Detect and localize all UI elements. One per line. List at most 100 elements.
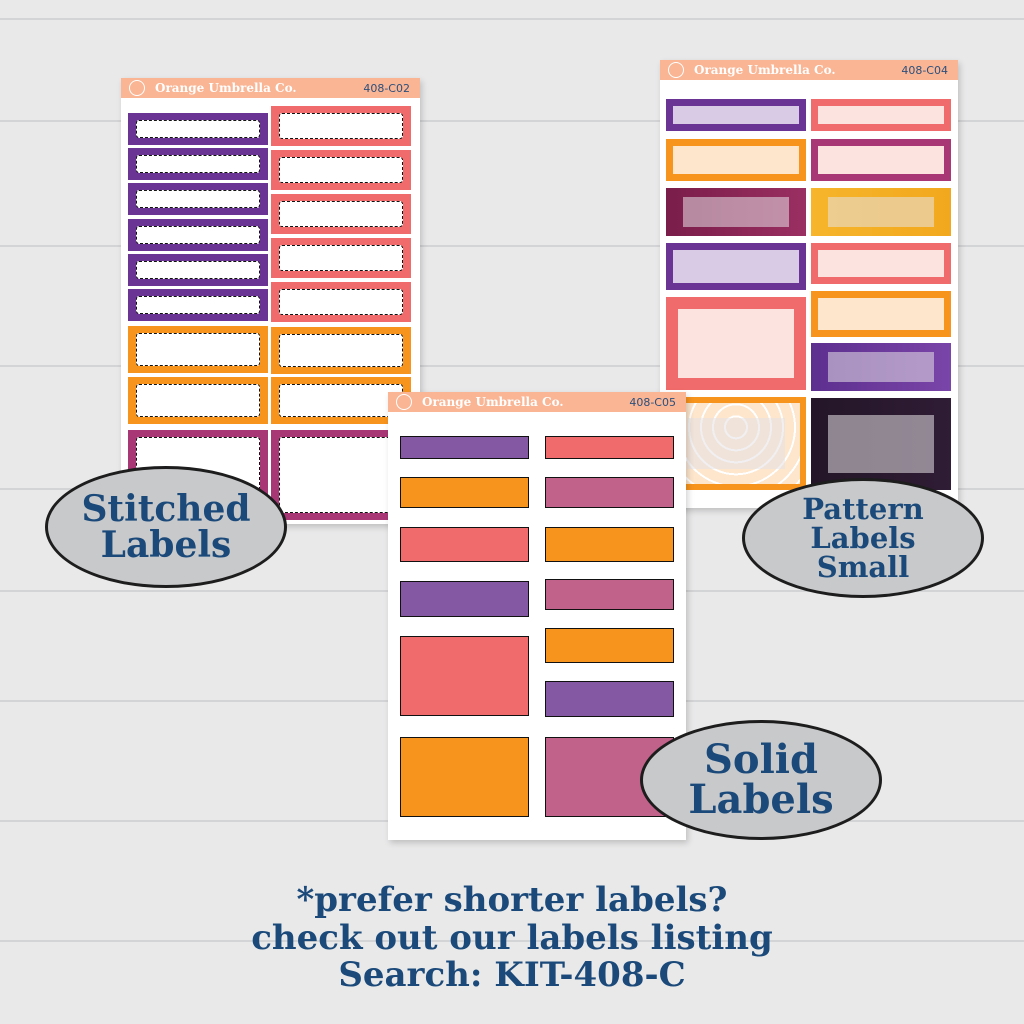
framed-label-sticker bbox=[666, 139, 806, 181]
umbrella-logo-icon bbox=[396, 394, 412, 410]
solid-labels-badge: Solid Labels bbox=[640, 720, 882, 840]
badge-line: Stitched bbox=[81, 488, 251, 530]
sheet-header: Orange Umbrella Co. 408-C02 bbox=[121, 78, 420, 98]
framed-label-sticker bbox=[811, 291, 951, 337]
writing-area bbox=[279, 113, 403, 139]
writing-area bbox=[136, 120, 260, 138]
stitched-label-sticker bbox=[271, 377, 411, 424]
plank-line bbox=[0, 18, 1024, 20]
stitched-label-sticker bbox=[128, 254, 268, 286]
solid-label-sticker bbox=[545, 628, 674, 663]
framed-label-sticker bbox=[666, 99, 806, 131]
sheet-408-c02: Orange Umbrella Co. 408-C02 bbox=[121, 78, 420, 524]
brand-name: Orange Umbrella Co. bbox=[694, 63, 836, 77]
writing-area bbox=[818, 250, 944, 277]
writing-area bbox=[279, 157, 403, 183]
writing-area bbox=[678, 309, 794, 378]
sheet-408-c05: Orange Umbrella Co. 408-C05 bbox=[388, 392, 686, 840]
sheet-code: 408-C04 bbox=[901, 64, 948, 77]
stitched-label-sticker bbox=[128, 377, 268, 424]
stitched-label-sticker bbox=[128, 113, 268, 145]
solid-label-sticker bbox=[400, 527, 529, 562]
badge-line: Labels bbox=[810, 520, 916, 555]
stitched-label-sticker bbox=[128, 219, 268, 251]
writing-area bbox=[136, 333, 260, 366]
pattern-label-trick-or-treat-bats bbox=[811, 188, 951, 236]
framed-label-sticker bbox=[666, 297, 806, 390]
writing-area bbox=[818, 146, 944, 174]
solid-label-sticker bbox=[545, 436, 674, 459]
solid-label-sticker bbox=[545, 527, 674, 562]
stitched-label-sticker bbox=[271, 150, 411, 190]
stitched-label-sticker bbox=[128, 326, 268, 373]
plank-line bbox=[0, 365, 1024, 367]
framed-label-sticker bbox=[811, 139, 951, 181]
umbrella-logo-icon bbox=[668, 62, 684, 78]
plank-line bbox=[0, 940, 1024, 942]
writing-area bbox=[136, 226, 260, 244]
plank-line bbox=[0, 120, 1024, 122]
writing-area bbox=[279, 384, 403, 417]
writing-area bbox=[673, 106, 799, 124]
stitched-label-sticker bbox=[128, 289, 268, 321]
writing-area bbox=[827, 196, 935, 228]
solid-label-sticker bbox=[400, 477, 529, 508]
writing-area bbox=[136, 190, 260, 208]
writing-area bbox=[279, 289, 403, 315]
framed-label-sticker bbox=[811, 243, 951, 284]
stitched-label-sticker bbox=[271, 430, 411, 520]
pattern-label-pumpkins bbox=[811, 343, 951, 391]
writing-area bbox=[818, 298, 944, 330]
umbrella-logo-icon bbox=[129, 80, 145, 96]
brand-name: Orange Umbrella Co. bbox=[422, 395, 564, 409]
stitched-label-sticker bbox=[128, 148, 268, 180]
writing-area bbox=[136, 155, 260, 173]
solid-label-sticker bbox=[545, 681, 674, 717]
stitched-label-sticker bbox=[271, 106, 411, 146]
solid-label-sticker bbox=[400, 436, 529, 459]
pattern-label-candy bbox=[666, 188, 806, 236]
badge-line: Small bbox=[816, 549, 910, 584]
footer-line-2: check out our labels listing bbox=[251, 918, 773, 958]
sheet-code: 408-C02 bbox=[363, 82, 410, 95]
sheet-code: 408-C05 bbox=[629, 396, 676, 409]
writing-area bbox=[279, 334, 403, 367]
sheet-408-c04: Orange Umbrella Co. 408-C04 bbox=[660, 60, 958, 508]
badge-line: Solid bbox=[704, 736, 818, 783]
writing-area bbox=[136, 384, 260, 417]
stitched-label-sticker bbox=[128, 183, 268, 215]
framed-label-sticker bbox=[811, 99, 951, 131]
writing-area bbox=[673, 146, 799, 174]
brand-name: Orange Umbrella Co. bbox=[155, 81, 297, 95]
writing-area bbox=[682, 196, 790, 228]
badge-line: Labels bbox=[100, 524, 232, 566]
stitched-label-sticker bbox=[271, 238, 411, 278]
footer-line-3: Search: KIT-408-C bbox=[338, 955, 686, 995]
stitched-label-sticker bbox=[271, 282, 411, 322]
solid-label-sticker bbox=[400, 636, 529, 716]
writing-area bbox=[279, 201, 403, 227]
solid-label-sticker bbox=[545, 477, 674, 508]
badge-line: Labels bbox=[688, 776, 834, 823]
stitched-labels-badge: Stitched Labels bbox=[45, 466, 287, 588]
solid-label-sticker bbox=[400, 737, 529, 817]
writing-area bbox=[687, 417, 785, 470]
stitched-label-sticker bbox=[271, 327, 411, 374]
writing-area bbox=[827, 414, 935, 474]
writing-area bbox=[136, 261, 260, 279]
badge-line: Pattern bbox=[802, 491, 924, 526]
stitched-label-sticker bbox=[271, 194, 411, 234]
sheet-header: Orange Umbrella Co. 408-C05 bbox=[388, 392, 686, 412]
pattern-label-ghosts-boo bbox=[811, 398, 951, 490]
framed-label-sticker bbox=[666, 243, 806, 290]
solid-label-sticker bbox=[400, 581, 529, 617]
pattern-labels-badge: Pattern Labels Small bbox=[742, 478, 984, 598]
writing-area bbox=[279, 437, 403, 513]
writing-area bbox=[279, 245, 403, 271]
solid-label-sticker bbox=[545, 579, 674, 610]
pattern-label-spider-webs bbox=[666, 397, 806, 490]
writing-area bbox=[818, 106, 944, 124]
sheet-header: Orange Umbrella Co. 408-C04 bbox=[660, 60, 958, 80]
writing-area bbox=[136, 296, 260, 314]
writing-area bbox=[827, 351, 935, 383]
